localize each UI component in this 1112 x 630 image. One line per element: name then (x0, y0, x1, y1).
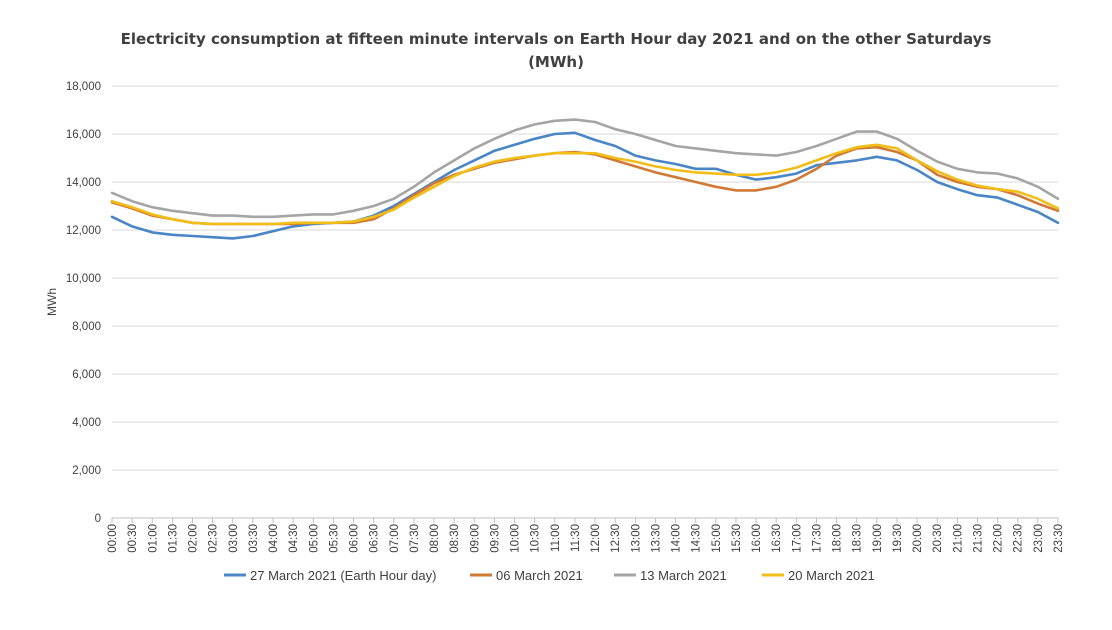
x-tick-label: 04:30 (288, 524, 300, 553)
x-tick-label: 02:00 (188, 524, 200, 553)
x-tick-label: 19:30 (892, 524, 904, 553)
chart-title-line: Electricity consumption at fifteen minut… (120, 30, 992, 48)
legend-label: 27 March 2021 (Earth Hour day) (250, 568, 436, 583)
chart-title: Electricity consumption at fifteen minut… (0, 28, 1112, 74)
x-tick-label: 11:00 (550, 524, 562, 552)
x-tick-label: 06:30 (369, 524, 381, 553)
x-tick-label: 23:30 (1053, 524, 1065, 553)
x-tick-label: 18:00 (832, 524, 844, 553)
x-tick-label: 16:00 (751, 524, 763, 553)
series-line-1 (110, 131, 1060, 240)
x-axis: 00:00 00:30 01:00 01:30 02:00 02:30 03:00 03:30… (107, 518, 1065, 553)
y-tick-label: 8,000 (72, 321, 101, 333)
x-tick-label: 12:30 (610, 524, 622, 553)
x-tick-label: 12:00 (590, 524, 602, 553)
x-tick-label: 09:00 (469, 524, 481, 553)
series-lines (110, 118, 1060, 240)
x-tick-label: 23:00 (1033, 524, 1045, 553)
x-tick-label: 14:00 (671, 524, 683, 553)
x-tick-label: 07:00 (389, 524, 401, 553)
x-tick-label: 20:30 (932, 524, 944, 553)
y-tick-label: 14,000 (66, 177, 101, 189)
y-tick-label: 0 (95, 513, 101, 525)
x-tick-label: 19:00 (872, 524, 884, 553)
x-tick-label: 07:30 (409, 524, 421, 553)
x-tick-label: 05:30 (328, 524, 340, 553)
x-tick-label: 17:30 (811, 524, 823, 553)
x-tick-label: 06:00 (349, 524, 361, 553)
series-line-3 (110, 118, 1060, 219)
legend-label: 06 March 2021 (496, 568, 583, 583)
y-axis-label: MWh (45, 288, 59, 316)
gridlines (112, 85, 1058, 519)
x-tick-label: 02:30 (208, 524, 220, 553)
x-tick-label: 03:30 (248, 524, 260, 553)
y-tick-label: 4,000 (72, 417, 101, 429)
series-line-4 (110, 143, 1060, 226)
x-tick-label: 14:30 (691, 524, 703, 553)
x-tick-label: 04:00 (268, 524, 280, 553)
x-tick-label: 13:30 (650, 524, 662, 553)
x-tick-label: 05:00 (308, 524, 320, 553)
x-tick-label: 17:00 (791, 524, 803, 553)
x-tick-label: 18:30 (852, 524, 864, 553)
x-tick-label: 22:30 (1013, 524, 1025, 553)
x-tick-label: 20:00 (912, 524, 924, 553)
x-tick-label: 15:30 (731, 524, 743, 553)
x-tick-label: 15:00 (711, 524, 723, 553)
y-tick-label: 6,000 (72, 369, 101, 381)
y-tick-label: 12,000 (66, 225, 101, 237)
y-tick-label: 16,000 (66, 129, 101, 141)
x-tick-label: 00:00 (107, 524, 119, 553)
x-tick-label: 08:00 (429, 524, 441, 553)
x-tick-label: 10:00 (510, 524, 522, 553)
x-tick-label: 21:30 (972, 524, 984, 553)
x-tick-label: 22:00 (993, 524, 1005, 553)
x-tick-label: 03:00 (228, 524, 240, 553)
x-tick-label: 01:30 (167, 524, 179, 553)
x-tick-label: 13:00 (630, 524, 642, 553)
y-tick-label: 10,000 (66, 273, 101, 285)
x-tick-label: 08:30 (449, 524, 461, 553)
x-tick-label: 11:30 (570, 524, 582, 552)
legend: 27 March 2021 (Earth Hour day) 06 March 2… (224, 568, 875, 583)
x-tick-label: 09:30 (489, 524, 501, 553)
x-tick-label: 21:00 (952, 524, 964, 553)
y-tick-label: 18,000 (66, 81, 101, 93)
x-tick-label: 01:00 (147, 524, 159, 553)
chart-subtitle: (MWh) (528, 53, 584, 71)
x-tick-label: 00:30 (127, 524, 139, 553)
legend-label: 20 March 2021 (788, 568, 875, 583)
legend-label: 13 March 2021 (640, 568, 727, 583)
x-tick-label: 16:30 (771, 524, 783, 553)
y-axis: 0 2,000 4,000 6,000 8,000 10,000 12,000 14,000 1… (66, 81, 101, 525)
x-tick-label: 10:30 (530, 524, 542, 553)
y-tick-label: 2,000 (72, 465, 101, 477)
